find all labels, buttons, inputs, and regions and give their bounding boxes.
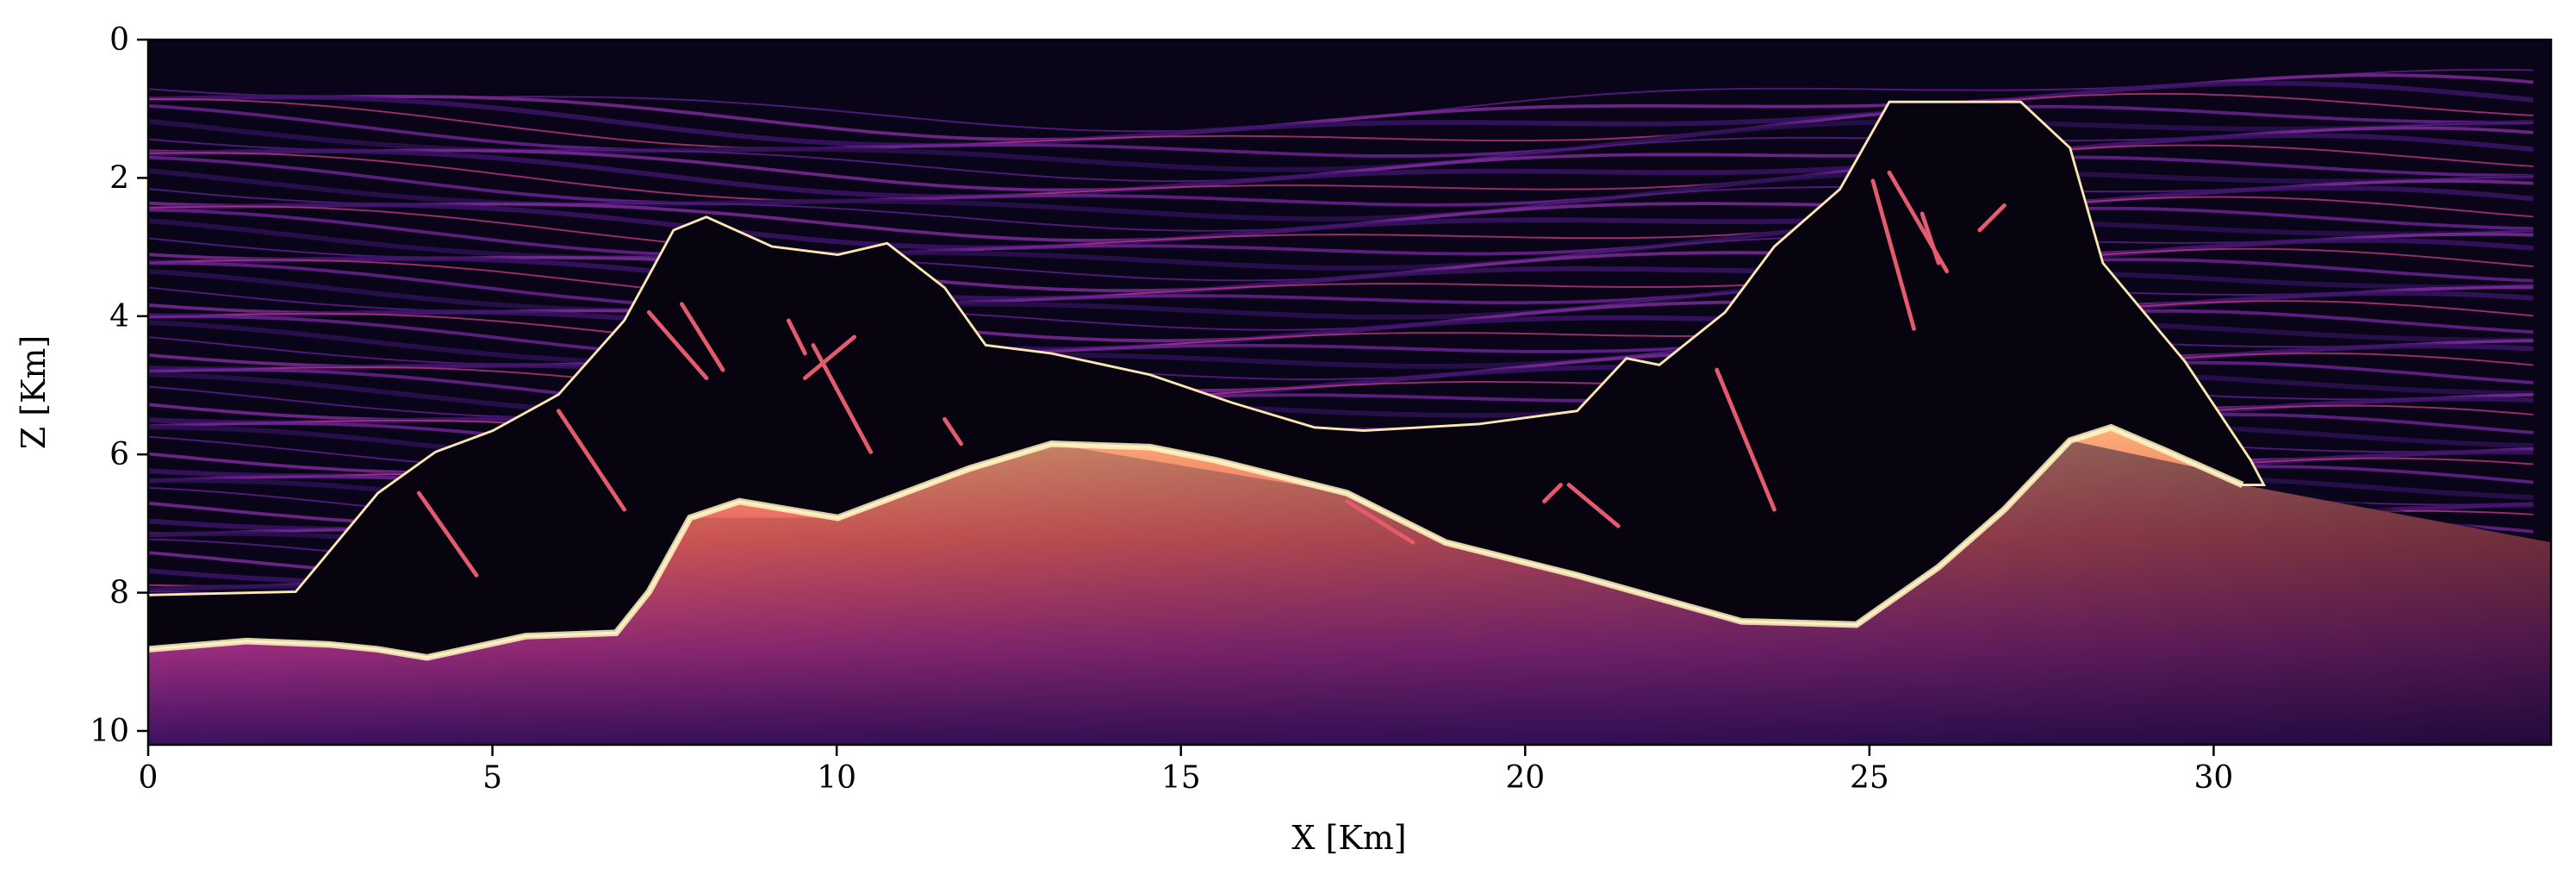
y-tick-label: 8 (109, 576, 129, 611)
y-tick-label: 10 (90, 714, 129, 749)
layer-line (147, 206, 2534, 258)
layer-line (147, 185, 2534, 251)
plot-frame (146, 38, 2553, 746)
layer-line (147, 144, 2534, 203)
x-tick-label: 10 (817, 760, 856, 796)
y-axis-label: Z [Km] (15, 335, 53, 450)
fault-streaks (416, 170, 2007, 578)
salt-base-highlight (147, 423, 2244, 661)
seismic-image (147, 39, 2552, 745)
x-tick-label: 5 (482, 760, 502, 796)
y-tick-label: 0 (109, 22, 129, 58)
x-tick-label: 15 (1161, 760, 1201, 796)
layer-line (147, 268, 2534, 320)
x-tick-label: 20 (1505, 760, 1545, 796)
subsalt-shade (147, 440, 2552, 745)
x-tick-label: 0 (139, 760, 159, 796)
y-tick-label: 4 (109, 299, 129, 334)
layer-line (147, 155, 2534, 207)
layer-line (147, 258, 2534, 310)
layer-line (147, 103, 2534, 158)
layer-line (147, 92, 2534, 150)
y-tick-label: 2 (109, 160, 129, 196)
layer-line (147, 247, 2534, 306)
layer-line (147, 133, 2534, 199)
layer-line (147, 80, 2534, 148)
x-axis-label: X [Km] (1291, 819, 1406, 857)
x-tick-label: 25 (1850, 760, 1889, 796)
x-tick-label: 30 (2194, 760, 2234, 796)
y-tick-label: 6 (109, 437, 129, 472)
layer-line (147, 196, 2534, 254)
